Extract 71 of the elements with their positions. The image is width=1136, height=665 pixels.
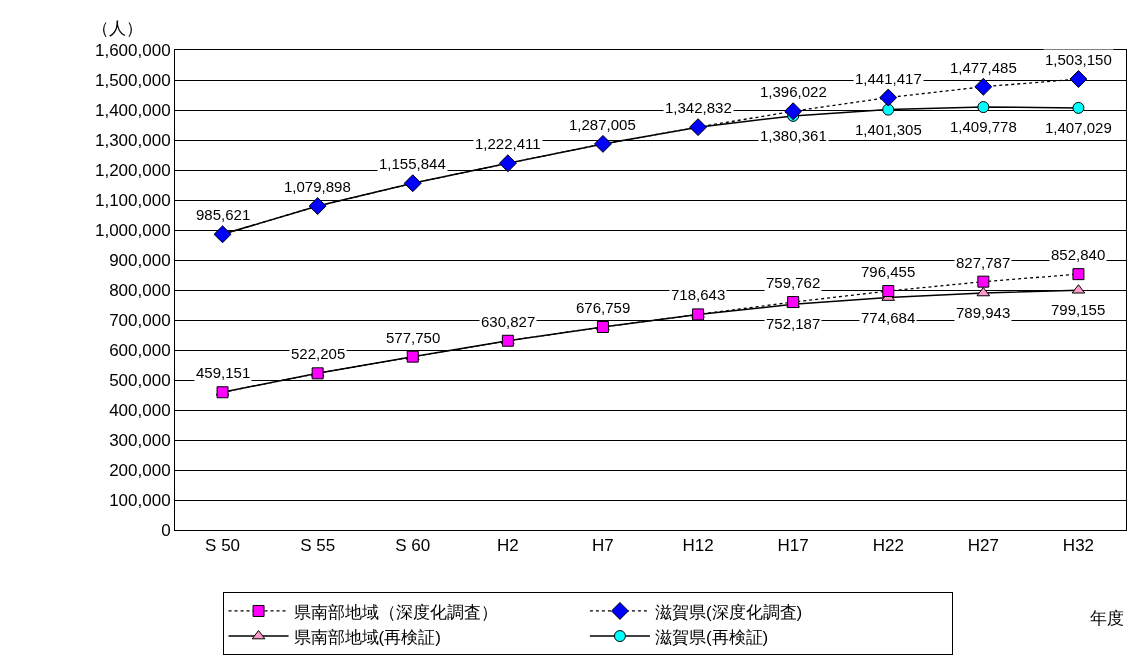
data-label: 1,477,485 xyxy=(950,59,1017,76)
y-tick-label: 200,000 xyxy=(109,460,171,480)
data-label: 577,750 xyxy=(386,329,441,346)
y-tick-label: 1,500,000 xyxy=(94,70,171,90)
legend-label: 滋賀県(再検証) xyxy=(654,627,769,647)
data-label: 522,205 xyxy=(291,345,346,362)
point xyxy=(784,102,803,121)
point xyxy=(977,101,990,114)
data-label: 1,409,778 xyxy=(950,118,1017,135)
data-label: 789,943 xyxy=(956,304,1011,321)
x-tick-label: S 55 xyxy=(300,536,336,556)
data-label: 1,401,305 xyxy=(855,121,922,138)
legend-label: 県南部地域（深度化調査） xyxy=(293,602,498,622)
legend-label: 県南部地域(再検証) xyxy=(293,627,441,647)
data-label: 1,441,417 xyxy=(855,70,922,87)
x-tick-label: S 50 xyxy=(205,536,241,556)
y-tick-label: 700,000 xyxy=(109,310,171,330)
data-label: 985,621 xyxy=(196,206,251,223)
x-tick-label: H7 xyxy=(592,536,614,556)
data-label: 459,151 xyxy=(196,364,251,381)
point xyxy=(977,275,990,288)
point xyxy=(1072,268,1085,281)
y-tick-label: 300,000 xyxy=(109,430,171,450)
x-tick-label: H22 xyxy=(872,536,904,556)
data-label: 799,155 xyxy=(1051,301,1106,318)
y-tick-label: 1,100,000 xyxy=(94,190,171,210)
y-tick-label: 100,000 xyxy=(109,490,171,510)
data-label: 1,503,150 xyxy=(1045,51,1112,68)
data-label: 852,840 xyxy=(1051,246,1106,263)
data-label: 1,342,832 xyxy=(665,99,732,116)
data-label: 1,155,844 xyxy=(379,155,446,172)
point xyxy=(882,103,895,116)
point xyxy=(1072,101,1085,114)
x-axis-title: 年度 xyxy=(1090,609,1124,628)
data-label: 1,222,411 xyxy=(475,135,541,152)
y-tick-label: 500,000 xyxy=(109,370,171,390)
data-label: 718,643 xyxy=(671,286,726,303)
point xyxy=(1069,70,1088,89)
x-tick-label: S 60 xyxy=(395,536,431,556)
data-label: 1,079,898 xyxy=(284,178,351,195)
data-label: 796,455 xyxy=(861,263,916,280)
data-label: 774,684 xyxy=(861,309,916,326)
y-axis-title: （人） xyxy=(92,19,143,38)
y-tick-label: 800,000 xyxy=(109,280,171,300)
x-tick-label: H27 xyxy=(967,536,999,556)
data-label: 1,396,022 xyxy=(760,83,827,100)
data-label: 827,787 xyxy=(956,254,1011,271)
point xyxy=(974,77,993,96)
data-label: 1,407,029 xyxy=(1045,119,1112,136)
y-tick-label: 600,000 xyxy=(109,340,171,360)
data-label: 1,380,361 xyxy=(760,127,827,144)
y-tick-label: 1,300,000 xyxy=(94,130,171,150)
point xyxy=(882,285,895,298)
x-tick-label: H12 xyxy=(682,536,714,556)
data-label: 752,187 xyxy=(766,315,821,332)
legend-label: 滋賀県(深度化調査) xyxy=(654,602,803,622)
y-tick-label: 1,000,000 xyxy=(94,220,171,240)
data-label: 1,287,005 xyxy=(569,116,636,133)
y-tick-label: 900,000 xyxy=(109,250,171,270)
x-tick-label: H32 xyxy=(1062,536,1095,556)
y-tick-label: 400,000 xyxy=(109,400,171,420)
data-label: 630,827 xyxy=(481,313,536,330)
x-tick-label: H2 xyxy=(496,536,519,556)
point xyxy=(879,88,898,107)
data-label: 759,762 xyxy=(766,274,821,291)
y-tick-label: 1,400,000 xyxy=(94,100,171,120)
x-tick-label: H17 xyxy=(777,536,809,556)
y-tick-label: 1,200,000 xyxy=(94,160,171,180)
y-tick-label: 0 xyxy=(161,520,171,540)
y-tick-label: 1,600,000 xyxy=(94,40,171,60)
data-label: 676,759 xyxy=(576,299,631,316)
